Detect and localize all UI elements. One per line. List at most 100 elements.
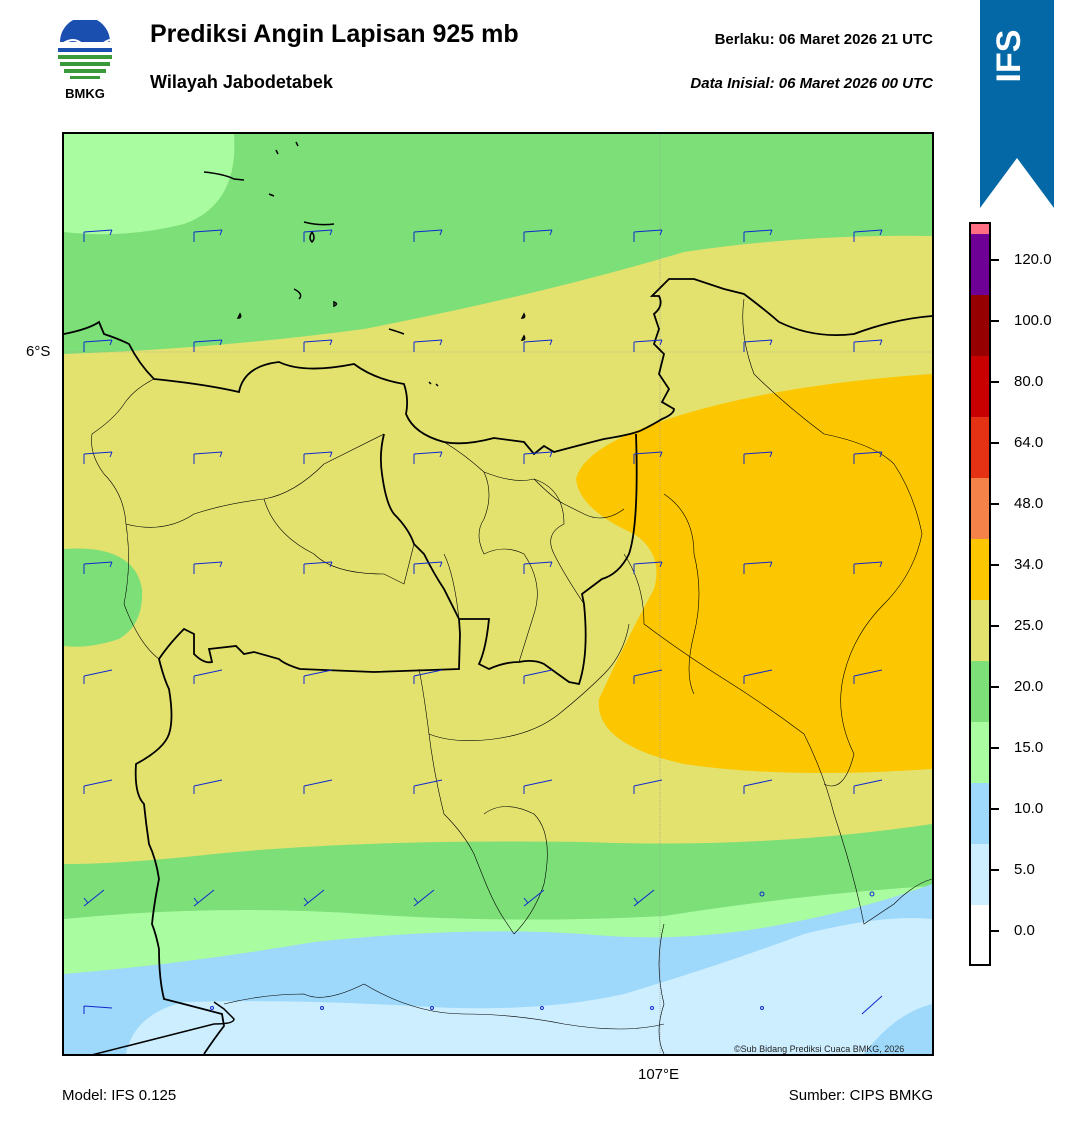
colorbar-tick-label: 48.0: [1014, 495, 1044, 512]
wind-barb: [193, 779, 223, 794]
wind-barb: [743, 561, 773, 574]
wind-barb: [633, 669, 663, 684]
wind-barb: [193, 451, 223, 464]
longitude-label: 107°E: [638, 1066, 680, 1083]
valid-time: Berlaku: 06 Maret 2026 21 UTC: [714, 31, 933, 48]
wind-barb: [523, 779, 553, 794]
wind-barb: [523, 451, 553, 464]
wind-barb: [633, 339, 663, 352]
wind-barb: [83, 669, 113, 684]
wind-map: [62, 132, 934, 1056]
wind-barb: [413, 889, 435, 907]
wind-barb: [193, 561, 223, 574]
copyright-note: ©Sub Bidang Prediksi Cuaca BMKG, 2026: [734, 1044, 905, 1054]
colorbar-tick-label: 80.0: [1014, 373, 1044, 390]
colorbar-segment: [969, 417, 991, 478]
wind-barb: [861, 995, 883, 1015]
wind-barb: [853, 451, 883, 464]
wind-barb: [303, 229, 333, 242]
wind-barb: [869, 891, 875, 897]
colorbar-tick: [991, 564, 999, 566]
wind-barb: [633, 561, 663, 574]
colorbar-tick-label: 120.0: [1014, 251, 1052, 268]
wind-barb: [743, 669, 773, 684]
wind-barb: [523, 669, 553, 684]
page-title: Prediksi Angin Lapisan 925 mb: [150, 20, 519, 48]
colorbar-tick-label: 25.0: [1014, 617, 1044, 634]
wind-barb: [633, 229, 663, 242]
colorbar-segment: [969, 478, 991, 539]
wind-barb: [303, 889, 325, 907]
colorbar-tick: [991, 869, 999, 871]
colorbar-tick-label: 100.0: [1014, 312, 1052, 329]
colorbar-segment: [969, 356, 991, 417]
logo-text: BMKG: [65, 86, 105, 101]
wind-barb: [193, 889, 215, 907]
wind-barb: [83, 561, 113, 574]
wind-barb: [743, 451, 773, 464]
colorbar-tick: [991, 686, 999, 688]
colorbar-tick: [991, 381, 999, 383]
colorbar-tick: [991, 930, 999, 932]
wind-barb: [853, 669, 883, 684]
province-border-west: [134, 433, 461, 1054]
wind-barb: [633, 451, 663, 464]
wind-barb: [303, 339, 333, 352]
colorbar-tick-label: 20.0: [1014, 678, 1044, 695]
wind-barb: [853, 339, 883, 352]
colorbar-segment: [969, 234, 991, 295]
colorbar-tick: [991, 808, 999, 810]
model-badge: IFS: [990, 30, 1028, 83]
wind-barb: [210, 1006, 215, 1010]
model-ribbon: IFS: [980, 0, 1054, 208]
wind-barb: [303, 451, 333, 464]
wind-barb: [743, 339, 773, 352]
map-canvas: [64, 134, 932, 1054]
colorbar-segment: [969, 783, 991, 844]
colorbar-segment: [969, 600, 991, 661]
colorbar-segment: [969, 222, 991, 234]
wind-barb: [303, 561, 333, 574]
wind-barb: [303, 779, 333, 794]
wind-barb: [743, 779, 773, 794]
south-coast: [92, 1001, 235, 1054]
colorbar-tick: [991, 625, 999, 627]
wind-barb: [760, 1006, 765, 1010]
wind-barb: [83, 229, 113, 242]
colorbar-tick: [991, 442, 999, 444]
bmkg-logo: [58, 20, 112, 79]
wind-barb: [413, 229, 443, 242]
latitude-label: 6°S: [26, 343, 51, 360]
colorbar-segment: [969, 539, 991, 600]
wind-barb: [413, 451, 443, 464]
wind-barb: [83, 889, 105, 907]
district-lines: [91, 298, 932, 1054]
colorbar-segment: [969, 295, 991, 356]
colorbar-tick-label: 10.0: [1014, 800, 1044, 817]
wind-barb: [633, 779, 663, 794]
wind-barb: [523, 889, 545, 907]
colorbar-tick: [991, 320, 999, 322]
wind-barb: [83, 451, 113, 464]
wind-barbs: [83, 229, 883, 1015]
colorbar-tick: [991, 747, 999, 749]
wind-barb: [83, 1005, 113, 1014]
source-label: Sumber: CIPS BMKG: [788, 1087, 933, 1104]
colorbar-tick-label: 64.0: [1014, 434, 1044, 451]
colorbar-segment: [969, 722, 991, 783]
wind-barb: [413, 779, 443, 794]
colorbar-tick: [991, 259, 999, 261]
wind-barb: [523, 561, 553, 574]
band-25-34: [576, 374, 932, 773]
wind-barb: [413, 561, 443, 574]
colorbar-segment: [969, 661, 991, 722]
wind-barb: [759, 891, 765, 897]
band-10-15-top: [64, 134, 235, 235]
wind-barb: [320, 1006, 325, 1010]
wind-barb: [650, 1006, 655, 1010]
wind-barb: [193, 229, 223, 242]
wind-barb: [540, 1006, 545, 1010]
colorbar-tick-label: 5.0: [1014, 861, 1035, 878]
wind-barb: [303, 669, 333, 684]
region-subtitle: Wilayah Jabodetabek: [150, 72, 333, 92]
